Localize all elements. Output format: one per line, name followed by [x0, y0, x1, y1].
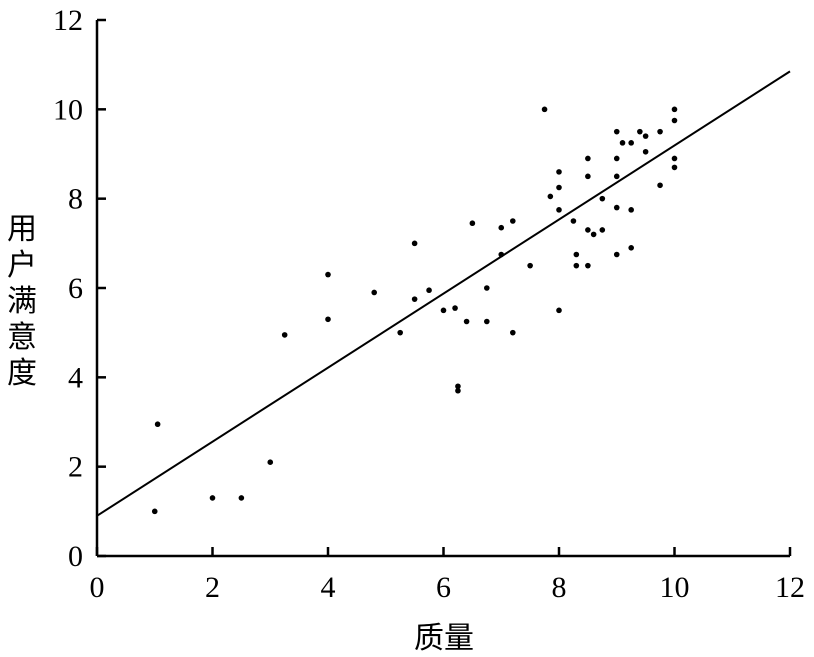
data-point	[657, 182, 663, 189]
data-point	[371, 289, 378, 296]
data-point	[484, 318, 490, 325]
data-point	[570, 218, 577, 224]
data-point	[585, 173, 591, 180]
data-point	[510, 218, 516, 224]
data-point	[209, 495, 216, 501]
data-point	[585, 155, 591, 162]
data-point	[590, 231, 597, 238]
data-point	[426, 287, 432, 294]
data-point	[397, 329, 403, 336]
x-tick-label: 12	[775, 571, 805, 604]
x-tick-label: 8	[552, 571, 567, 604]
x-axis-title: 质量	[414, 621, 474, 656]
data-points	[151, 106, 678, 515]
y-tick-label: 0	[68, 540, 83, 573]
data-point	[469, 220, 476, 227]
data-point	[440, 307, 447, 314]
data-point	[556, 184, 562, 191]
data-point	[510, 329, 516, 336]
data-point	[411, 240, 418, 247]
data-point	[151, 508, 158, 515]
data-point	[671, 117, 678, 124]
y-tick-label: 8	[68, 183, 83, 216]
data-point	[628, 245, 634, 251]
data-point	[613, 251, 620, 258]
data-point	[599, 195, 606, 202]
data-point	[619, 140, 626, 146]
data-point	[556, 307, 562, 314]
data-point	[547, 193, 554, 200]
data-point	[628, 207, 634, 213]
data-point	[613, 155, 620, 162]
data-point	[657, 128, 663, 135]
data-point	[556, 207, 562, 213]
data-point	[613, 204, 620, 211]
y-axis: 0 2 4 6 8 10 12	[53, 4, 106, 573]
data-point	[238, 495, 245, 501]
x-tick-label: 6	[436, 571, 451, 604]
trend-line	[96, 70, 791, 517]
data-point	[541, 106, 548, 113]
data-point	[642, 148, 649, 155]
data-point	[498, 251, 505, 258]
data-point	[585, 262, 591, 269]
data-point	[613, 128, 620, 135]
data-point	[484, 285, 490, 291]
data-point	[642, 133, 649, 139]
x-tick-label: 0	[90, 571, 105, 604]
x-tick-label: 4	[321, 571, 336, 604]
data-point	[411, 296, 418, 302]
y-tick-label: 6	[68, 272, 83, 305]
y-axis-title: 用户满意度	[7, 212, 37, 391]
data-point	[671, 155, 678, 162]
data-point	[556, 169, 562, 175]
x-tick-label: 2	[205, 571, 220, 604]
data-point	[281, 332, 288, 338]
data-point	[573, 251, 580, 258]
y-tick-label: 12	[53, 4, 83, 37]
data-point	[455, 387, 461, 394]
data-point	[599, 227, 606, 233]
data-point	[671, 106, 678, 113]
data-point	[671, 164, 678, 171]
data-point	[573, 262, 580, 269]
data-point	[463, 318, 470, 325]
data-point	[613, 173, 620, 180]
y-tick-label: 4	[68, 361, 83, 394]
y-tick-label: 2	[68, 451, 83, 484]
x-axis: 0 2 4 6 8 10 12	[90, 547, 805, 604]
data-point	[628, 140, 634, 146]
data-point	[498, 224, 505, 231]
data-point	[452, 305, 458, 311]
data-point	[325, 316, 331, 323]
data-point	[527, 262, 533, 269]
x-tick-label: 10	[660, 571, 690, 604]
data-point	[455, 383, 461, 390]
data-point	[325, 271, 331, 278]
y-tick-label: 10	[53, 93, 83, 126]
data-point	[585, 227, 591, 233]
data-point	[267, 459, 274, 466]
data-point	[637, 128, 643, 135]
data-point	[154, 421, 161, 428]
